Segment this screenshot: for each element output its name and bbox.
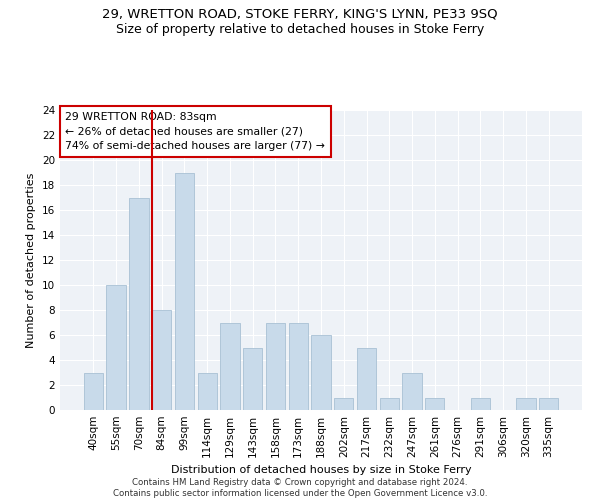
Bar — [289, 322, 308, 410]
Bar — [175, 172, 194, 410]
Y-axis label: Number of detached properties: Number of detached properties — [26, 172, 37, 348]
Bar — [516, 398, 536, 410]
Text: 29, WRETTON ROAD, STOKE FERRY, KING'S LYNN, PE33 9SQ: 29, WRETTON ROAD, STOKE FERRY, KING'S LY… — [102, 8, 498, 20]
Bar — [106, 285, 126, 410]
Bar — [334, 398, 353, 410]
Bar — [380, 398, 399, 410]
Bar — [539, 398, 558, 410]
Bar — [84, 372, 103, 410]
Bar — [311, 335, 331, 410]
Text: 29 WRETTON ROAD: 83sqm
← 26% of detached houses are smaller (27)
74% of semi-det: 29 WRETTON ROAD: 83sqm ← 26% of detached… — [65, 112, 325, 151]
Bar — [403, 372, 422, 410]
Bar — [197, 372, 217, 410]
Bar — [243, 348, 262, 410]
Bar — [425, 398, 445, 410]
Bar — [220, 322, 239, 410]
X-axis label: Distribution of detached houses by size in Stoke Ferry: Distribution of detached houses by size … — [170, 466, 472, 475]
Bar — [470, 398, 490, 410]
Bar — [357, 348, 376, 410]
Bar — [152, 310, 172, 410]
Bar — [266, 322, 285, 410]
Text: Contains HM Land Registry data © Crown copyright and database right 2024.
Contai: Contains HM Land Registry data © Crown c… — [113, 478, 487, 498]
Text: Size of property relative to detached houses in Stoke Ferry: Size of property relative to detached ho… — [116, 22, 484, 36]
Bar — [129, 198, 149, 410]
